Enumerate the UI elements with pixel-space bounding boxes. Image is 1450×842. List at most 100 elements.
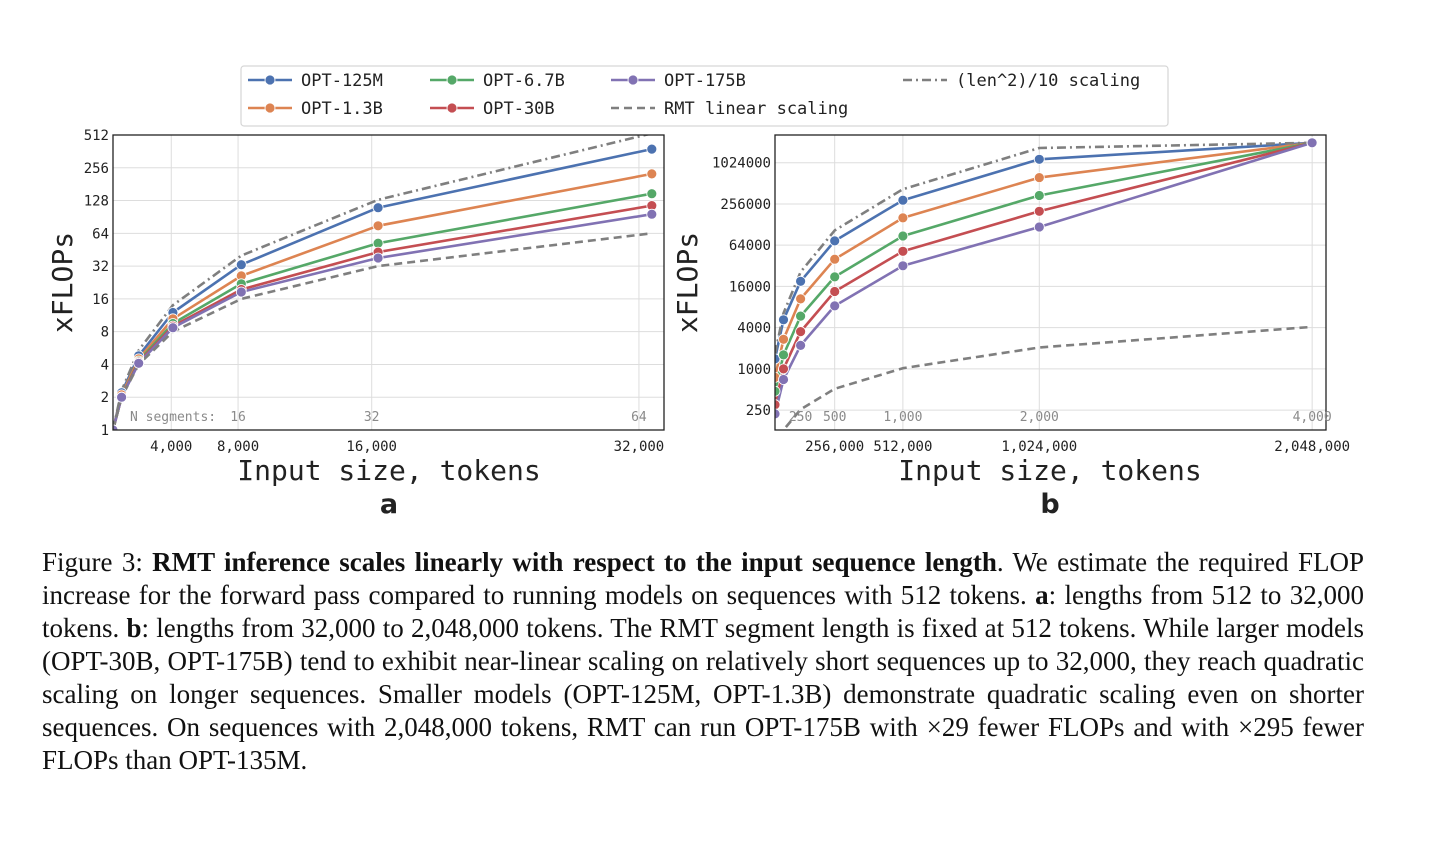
legend-label: OPT-175B (664, 71, 746, 91)
series-group (113, 135, 658, 430)
segment-count-label: 250 (789, 410, 812, 425)
y-tick-label: 128 (84, 194, 109, 210)
y-tick-label: 16000 (729, 279, 771, 295)
segment-count-label: 16 (230, 410, 246, 425)
x-axis-label: Input size, tokens (898, 454, 1201, 487)
y-tick-label: 16 (92, 292, 109, 308)
x-tick-label: 16,000 (346, 439, 397, 455)
legend-label: OPT-1.3B (301, 99, 383, 119)
plot-frame (112, 134, 665, 431)
y-tick-label: 2 (101, 390, 109, 406)
y-tick-label: 64000 (729, 238, 771, 254)
y-tick-label: 256 (84, 161, 109, 177)
data-point (795, 293, 806, 305)
series-line (113, 135, 651, 430)
data-point (829, 253, 841, 265)
data-point (1033, 205, 1045, 217)
data-point (829, 300, 841, 312)
caption-figure-label: Figure 3: (42, 547, 143, 577)
data-point (235, 286, 247, 298)
data-point (829, 235, 841, 247)
panel-label: a (380, 489, 398, 520)
figure-caption: Figure 3: RMT inference scales linearly … (42, 546, 1364, 777)
segments-label: N segments: (130, 410, 216, 425)
chart-panel-a: 1 2 4 8 16 32 64 128 256 512 4,000 8,000 16,000 32,00… (46, 128, 665, 520)
data-point (775, 385, 781, 397)
y-tick-label: 4000 (737, 321, 771, 337)
y-tick-label: 64 (92, 226, 109, 242)
y-axis-label: xFLOPs (671, 232, 704, 333)
x-tick-label: 512,000 (873, 439, 932, 455)
chart-panel-b: 250 1000 4000 16000 64000 256000 1024000 256,00… (671, 134, 1350, 520)
legend-entry: OPT-125M (248, 71, 383, 91)
caption-sentence-tail: . We estimate the required FLOP increase… (42, 547, 1364, 610)
data-point (133, 357, 145, 369)
data-point (897, 230, 909, 242)
y-tick-label: 256000 (720, 197, 771, 213)
data-point (1033, 172, 1045, 184)
x-tick-label: 4,000 (150, 439, 192, 455)
segment-count-label: 32 (364, 410, 380, 425)
y-tick-label: 1000 (737, 362, 771, 378)
charts-svg: OPT-125M OPT-6.7B OPT-175B (len^2)/10 scali… (46, 65, 1350, 520)
data-point (167, 322, 179, 334)
series-line (775, 141, 1313, 406)
plot-frame (774, 134, 1327, 431)
segment-count-label: 64 (631, 410, 647, 425)
data-point (829, 286, 841, 297)
legend-label: OPT-6.7B (483, 71, 565, 91)
series-line (113, 192, 653, 430)
segment-count-label: 1,000 (883, 410, 922, 425)
data-point (778, 333, 789, 345)
series-line (782, 325, 1313, 430)
data-point (646, 143, 658, 155)
data-point (897, 194, 909, 206)
data-point (372, 220, 384, 232)
data-point (646, 168, 658, 180)
data-point (646, 188, 658, 200)
series-group (775, 137, 1318, 430)
legend-label: OPT-125M (301, 71, 383, 91)
series-line (113, 172, 653, 430)
data-point (646, 208, 658, 220)
data-point (778, 363, 789, 375)
data-point (1306, 137, 1318, 149)
x-tick-label: 1,024,000 (1001, 439, 1077, 455)
data-point (795, 275, 806, 287)
y-tick-label: 8 (101, 325, 109, 341)
data-point (795, 310, 806, 322)
data-point (372, 237, 384, 249)
x-axis-label: Input size, tokens (237, 454, 540, 487)
legend-entry: OPT-6.7B (430, 71, 565, 91)
data-point (778, 349, 789, 361)
data-point (795, 339, 806, 351)
data-point (113, 424, 119, 430)
segment-count-label: 500 (823, 410, 846, 425)
x-tick-label: 256,000 (805, 439, 864, 455)
x-tick-label: 32,000 (614, 439, 665, 455)
panel-label: b (1040, 489, 1059, 520)
legend-entry: OPT-175B (611, 71, 746, 91)
data-point (116, 391, 127, 403)
data-point (778, 374, 789, 385)
caption-b-label: b (126, 613, 142, 643)
y-tick-label: 32 (92, 259, 109, 275)
data-point (778, 314, 789, 326)
data-point (1033, 221, 1045, 233)
data-point (897, 245, 909, 257)
y-tick-label: 1 (101, 423, 109, 439)
segment-count-label: 2,000 (1020, 410, 1059, 425)
data-point (775, 399, 781, 411)
data-point (829, 271, 841, 283)
series-line (775, 141, 1313, 355)
caption-bold-title: RMT inference scales linearly with respe… (152, 547, 997, 577)
data-point (372, 252, 384, 264)
legend-label: (len^2)/10 scaling (956, 71, 1140, 91)
legend-label: RMT linear scaling (664, 99, 848, 119)
data-point (235, 259, 247, 271)
legend-swatch-marker (627, 74, 639, 86)
data-point (795, 326, 806, 338)
y-axis-label: xFLOPs (46, 232, 79, 333)
y-tick-label: 512 (84, 128, 109, 144)
legend-label: OPT-30B (483, 99, 555, 119)
